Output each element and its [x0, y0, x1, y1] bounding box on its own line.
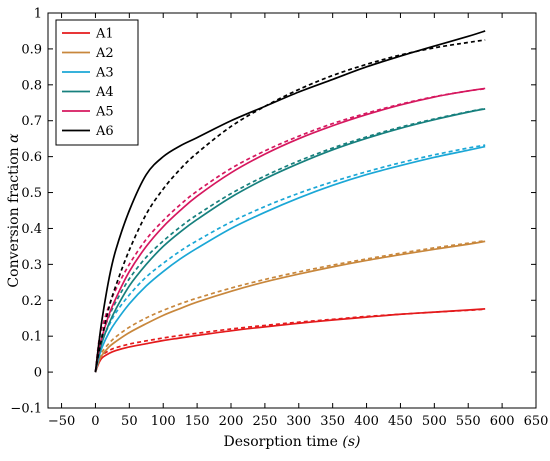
- x-tick-label: 300: [286, 414, 311, 429]
- series-a5-fit-line: [94, 87, 486, 373]
- series-a4-line: [94, 108, 486, 373]
- series-a4-fit-line: [94, 107, 486, 373]
- x-tick-label: 400: [354, 414, 379, 429]
- axis-ticks: [48, 12, 537, 409]
- x-tick-label: 600: [490, 414, 515, 429]
- y-tick-label: 0.6: [21, 150, 42, 165]
- legend-label: A1: [95, 27, 114, 42]
- legend-label: A3: [95, 66, 114, 81]
- tick-labels: −50 0 50 100 150 200 250 300 350 400 450 500 550 600 6…: [10, 7, 548, 430]
- series-a2-fit-line: [94, 239, 486, 373]
- series-a2-line: [94, 240, 486, 373]
- x-tick-label: 100: [151, 414, 176, 429]
- legend-label: A2: [95, 46, 114, 61]
- legend-label: A4: [95, 85, 114, 100]
- legend-box: [55, 19, 139, 146]
- plot-frame: [47, 12, 537, 409]
- y-tick-label: 0: [34, 366, 42, 381]
- series-a6-fit-line: [94, 39, 486, 373]
- series-a5-line: [94, 87, 486, 373]
- y-tick-label: 1: [34, 7, 42, 22]
- y-tick-label: 0.4: [21, 222, 42, 237]
- x-tick-label: 0: [91, 414, 99, 429]
- x-tick-label: 350: [320, 414, 345, 429]
- x-tick-label: 500: [422, 414, 447, 429]
- y-tick-label: −0.1: [10, 402, 42, 417]
- x-tick-label: 150: [185, 414, 210, 429]
- y-tick-label: 0.8: [21, 78, 42, 93]
- y-tick-label: 0.5: [21, 186, 42, 201]
- y-tick-label: 0.9: [21, 42, 42, 57]
- y-tick-label: 0.1: [21, 330, 42, 345]
- legend: A1 A2 A3 A4 A5 A6: [55, 19, 139, 146]
- series-a3-fit-line: [94, 144, 486, 373]
- series-a3-line: [94, 145, 486, 373]
- y-axis-title: Conversion fraction α: [6, 133, 22, 288]
- y-tick-label: 0.3: [21, 258, 42, 273]
- legend-label: A5: [95, 105, 114, 120]
- series-a1-fit-line: [94, 308, 486, 373]
- x-tick-label: 450: [388, 414, 413, 429]
- x-tick-label: 650: [524, 414, 549, 429]
- x-axis-title: Desorption time (s): [224, 434, 361, 450]
- x-tick-label: 250: [252, 414, 277, 429]
- series-a6-line: [94, 30, 486, 373]
- x-tick-label: 50: [121, 414, 138, 429]
- y-tick-label: 0.2: [21, 294, 42, 309]
- x-tick-label: −50: [48, 414, 75, 429]
- series-layer: [94, 30, 486, 373]
- x-tick-label: 550: [456, 414, 481, 429]
- legend-label: A6: [95, 124, 114, 139]
- y-tick-label: 0.7: [21, 114, 42, 129]
- series-a1-line: [94, 308, 486, 373]
- x-tick-label: 200: [219, 414, 244, 429]
